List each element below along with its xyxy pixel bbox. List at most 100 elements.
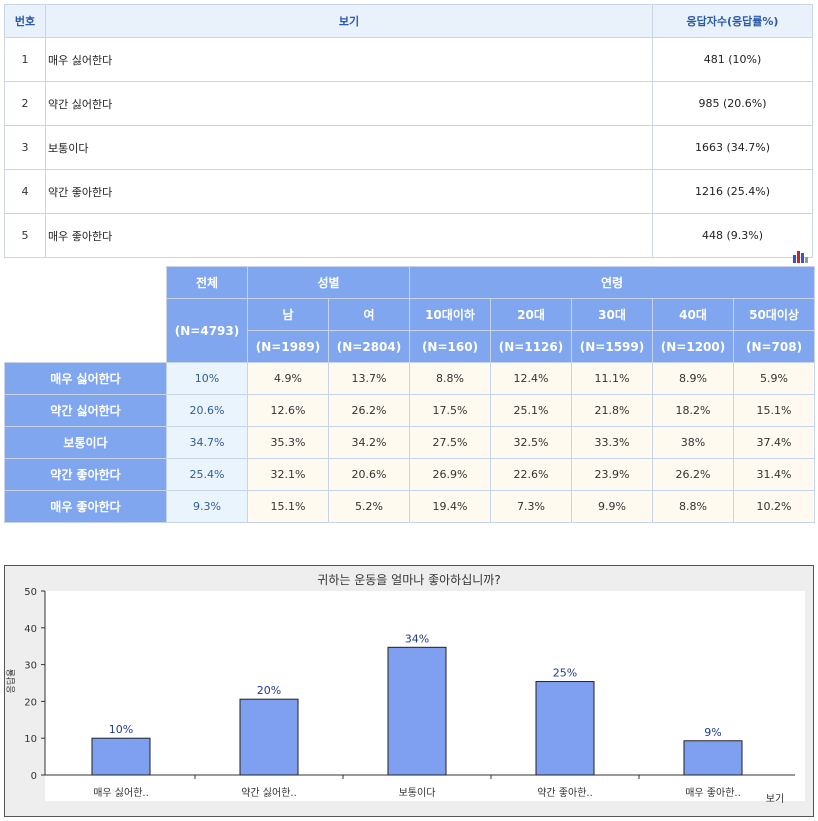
value-cell: 34.2% (328, 426, 410, 459)
col-n: (N=1989) (247, 330, 329, 363)
x-axis-label: 보기 (766, 793, 784, 805)
crosstab-table: 전체 성별 연령 (N=4793) 남 여 10대이하 20대 30대 40대 … (4, 266, 816, 523)
row-label: 보통이다 (45, 125, 653, 170)
row-count: 985 (20.6%) (652, 81, 813, 126)
value-cell: 26.9% (409, 458, 491, 491)
row-label: 약간 싫어한다 (4, 394, 167, 427)
y-axis-label: 응답율 (5, 669, 17, 694)
value-cell: 9.9% (571, 490, 653, 523)
y-tick-label: 40 (24, 624, 37, 635)
row-label: 약간 싫어한다 (45, 81, 653, 126)
table-row: 3 보통이다 1663 (34.7%) (4, 125, 813, 170)
table-row: 2 약간 싫어한다 985 (20.6%) (4, 81, 813, 126)
header-option: 보기 (45, 4, 653, 38)
bar (387, 646, 447, 776)
value-cell: 19.4% (409, 490, 491, 523)
table-row: 1 매우 싫어한다 481 (10%) (4, 37, 813, 82)
total-cell: 25.4% (166, 458, 248, 491)
y-tick-label: 30 (24, 661, 37, 672)
bar (683, 740, 743, 776)
value-cell: 20.6% (328, 458, 410, 491)
x-tick-label: 매우 싫어한.. (93, 787, 149, 799)
value-cell: 10.2% (732, 490, 816, 523)
col-header: 남 (247, 298, 329, 331)
header-count: 응답자수(응답률%) (652, 4, 813, 38)
header-gender: 성별 (247, 266, 410, 299)
row-number: 1 (4, 37, 46, 82)
value-cell: 5.9% (732, 362, 816, 395)
data-label: 25% (553, 667, 577, 680)
value-cell: 17.5% (409, 394, 491, 427)
x-tick-label: 매우 좋아한.. (685, 787, 741, 799)
col-n: (N=160) (409, 330, 491, 363)
value-cell: 15.1% (247, 490, 329, 523)
row-label: 약간 좋아한다 (4, 458, 167, 491)
total-cell: 34.7% (166, 426, 248, 459)
value-cell: 21.8% (571, 394, 653, 427)
value-cell: 12.6% (247, 394, 329, 427)
col-header: 40대 (652, 298, 734, 331)
value-cell: 37.4% (732, 426, 816, 459)
table-row: 매우 좋아한다 9.3% 15.1% 5.2% 19.4% 7.3% 9.9% 8.8% 10.… (4, 490, 816, 523)
table-row: 약간 싫어한다 20.6% 12.6% 26.2% 17.5% 25.1% 21.8% 18.… (4, 394, 816, 427)
response-table: 번호 보기 응답자수(응답률%) 1 매우 싫어한다 481 (10%) 2 약… (4, 4, 813, 258)
value-cell: 27.5% (409, 426, 491, 459)
row-count: 448 (9.3%) (652, 213, 813, 258)
data-label: 34% (405, 632, 429, 645)
x-tick-label: 약간 좋아한.. (537, 787, 593, 799)
value-cell: 12.4% (490, 362, 572, 395)
data-label: 20% (257, 684, 281, 697)
total-n: (N=4793) (166, 298, 248, 363)
value-cell: 13.7% (328, 362, 410, 395)
row-label: 보통이다 (4, 426, 167, 459)
value-cell: 35.3% (247, 426, 329, 459)
col-header: 10대이하 (409, 298, 491, 331)
row-label: 약간 좋아한다 (45, 169, 653, 214)
total-cell: 20.6% (166, 394, 248, 427)
row-label: 매우 싫어한다 (4, 362, 167, 395)
table-row: 매우 싫어한다 10% 4.9% 13.7% 8.8% 12.4% 11.1% 8.9% 5.9… (4, 362, 816, 395)
col-header: 50대이상 (732, 298, 816, 331)
bar (239, 698, 299, 776)
bar (535, 681, 595, 776)
row-number: 5 (4, 213, 46, 258)
value-cell: 33.3% (571, 426, 653, 459)
header-total: 전체 (166, 266, 248, 299)
header-age: 연령 (408, 266, 816, 299)
x-tick-label: 약간 싫어한.. (241, 787, 297, 799)
y-tick-label: 0 (31, 771, 37, 782)
row-count: 481 (10%) (652, 37, 813, 82)
chart-title: 귀하는 운동을 얼마나 좋아하십니까? (317, 573, 501, 587)
col-n: (N=1599) (571, 330, 653, 363)
bar-chart-icon[interactable] (792, 249, 808, 263)
value-cell: 38% (652, 426, 734, 459)
col-n: (N=708) (732, 330, 816, 363)
col-header: 여 (328, 298, 410, 331)
data-label: 10% (109, 723, 133, 736)
value-cell: 15.1% (732, 394, 816, 427)
col-header: 30대 (571, 298, 653, 331)
table-row: 5 매우 좋아한다 448 (9.3%) (4, 213, 813, 258)
y-tick-label: 50 (24, 587, 37, 598)
value-cell: 18.2% (652, 394, 734, 427)
col-n: (N=1126) (490, 330, 572, 363)
col-header: 20대 (490, 298, 572, 331)
bar (91, 737, 151, 776)
value-cell: 8.8% (409, 362, 491, 395)
value-cell: 11.1% (571, 362, 653, 395)
value-cell: 26.2% (328, 394, 410, 427)
total-cell: 10% (166, 362, 248, 395)
value-cell: 31.4% (732, 458, 816, 491)
value-cell: 25.1% (490, 394, 572, 427)
value-cell: 26.2% (652, 458, 734, 491)
row-label: 매우 좋아한다 (45, 213, 653, 258)
value-cell: 32.5% (490, 426, 572, 459)
col-n: (N=1200) (652, 330, 734, 363)
total-cell: 9.3% (166, 490, 248, 523)
value-cell: 8.9% (652, 362, 734, 395)
row-number: 3 (4, 125, 46, 170)
table-row: 보통이다 34.7% 35.3% 34.2% 27.5% 32.5% 33.3% 38% 37.… (4, 426, 816, 459)
value-cell: 32.1% (247, 458, 329, 491)
y-tick-label: 10 (24, 734, 37, 745)
